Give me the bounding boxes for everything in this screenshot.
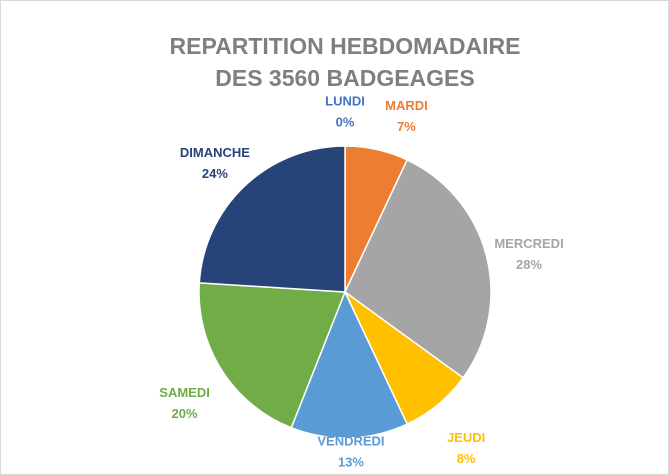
slice-value-label: 13% bbox=[338, 454, 364, 469]
pie-slice bbox=[290, 290, 409, 439]
pie-slice bbox=[198, 145, 346, 293]
slice-value-label: 24% bbox=[202, 166, 228, 181]
slice-label: JEUDI bbox=[447, 430, 485, 445]
slice-label: MERCREDI bbox=[494, 236, 563, 251]
slice-label: VENDREDI bbox=[317, 433, 384, 448]
pie-slice bbox=[198, 282, 347, 429]
slice-label: DIMANCHE bbox=[180, 145, 250, 160]
chart-title: REPARTITION HEBDOMADAIRE DES 3560 BADGEA… bbox=[169, 33, 521, 91]
slice-value-label: 20% bbox=[172, 406, 198, 421]
slice-label: MARDI bbox=[385, 98, 428, 113]
slice-value-label: 7% bbox=[397, 119, 416, 134]
pie-slice bbox=[344, 158, 492, 379]
slice-value-label: 28% bbox=[516, 257, 542, 272]
slice-value-label: 8% bbox=[457, 451, 476, 466]
slice-label: SAMEDI bbox=[159, 385, 210, 400]
slice-value-label: 0% bbox=[336, 114, 355, 129]
slice-label: LUNDI bbox=[325, 93, 365, 108]
